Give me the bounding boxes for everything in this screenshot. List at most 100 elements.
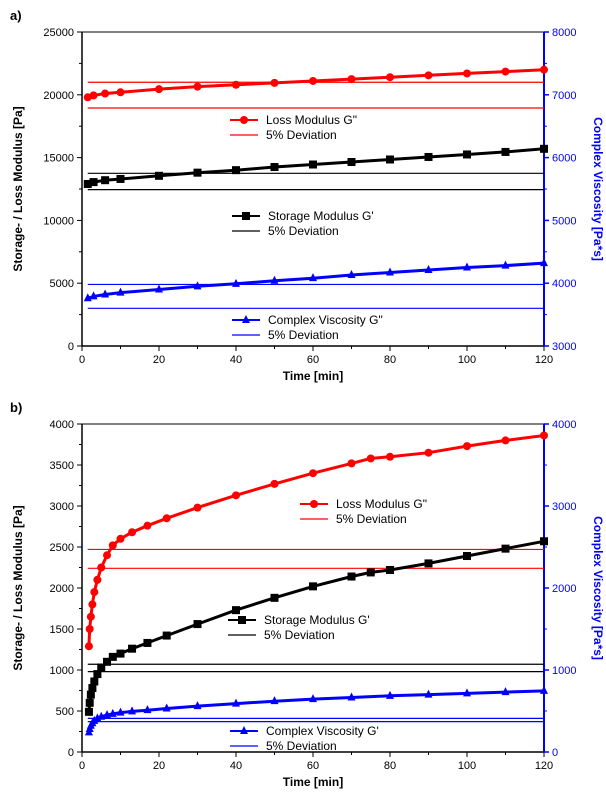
x-tick-label: 20 xyxy=(153,760,165,772)
legend-label: Storage Modulus G' xyxy=(268,209,374,223)
y2-tick-label: 4000 xyxy=(552,278,576,290)
data-point xyxy=(270,696,279,705)
data-point xyxy=(116,287,125,296)
data-point xyxy=(88,684,97,693)
x-tick-label: 100 xyxy=(458,354,476,366)
data-point xyxy=(347,459,356,468)
y2-tick-label: 1000 xyxy=(552,665,576,677)
data-point xyxy=(366,454,375,463)
data-point xyxy=(85,698,94,707)
legend-2: Complex Viscosity G'5% Deviation xyxy=(230,724,379,753)
legend-2: Complex Viscosity G"5% Deviation xyxy=(232,313,383,342)
legend-0: Loss Modulus G"5% Deviation xyxy=(230,113,357,142)
legend-1: Storage Modulus G'5% Deviation xyxy=(228,613,370,642)
y2-axis-label: Complex Viscosity [Pa*s] xyxy=(591,117,605,261)
y-tick-label: 20000 xyxy=(43,90,74,102)
legend-label: 5% Deviation xyxy=(266,739,337,753)
data-point xyxy=(116,88,125,97)
legend-label: Loss Modulus G" xyxy=(266,113,357,127)
y2-tick-label: 0 xyxy=(552,747,558,759)
y-tick-label: 2000 xyxy=(50,583,74,595)
x-axis-label: Time [min] xyxy=(283,369,343,383)
data-point xyxy=(143,705,152,714)
legend-marker xyxy=(310,500,318,508)
data-point xyxy=(540,258,548,267)
data-point xyxy=(101,289,110,298)
data-point xyxy=(116,174,125,183)
x-tick-label: 120 xyxy=(535,354,553,366)
data-point xyxy=(540,65,548,74)
y2-tick-label: 2000 xyxy=(552,583,576,595)
data-point xyxy=(86,612,95,621)
data-point xyxy=(90,588,99,597)
data-point xyxy=(101,89,110,98)
legend-marker xyxy=(242,212,250,220)
data-point xyxy=(386,565,394,574)
series-0 xyxy=(84,431,548,651)
data-point xyxy=(501,67,510,76)
legend-marker xyxy=(240,116,248,124)
data-point xyxy=(501,544,510,553)
y-tick-label: 3500 xyxy=(50,460,74,472)
data-point xyxy=(193,620,202,629)
data-point xyxy=(347,270,356,279)
data-point xyxy=(463,442,471,451)
data-point xyxy=(347,157,356,166)
series-3 xyxy=(87,172,544,191)
data-point xyxy=(424,689,433,698)
data-point xyxy=(108,708,117,717)
data-point xyxy=(89,178,98,187)
data-point xyxy=(270,163,279,172)
legend-label: 5% Deviation xyxy=(336,512,407,526)
series-2 xyxy=(83,144,548,188)
y-axis-label: Storage- / Loss Modulus [Pa] xyxy=(11,106,25,271)
x-tick-label: 60 xyxy=(307,354,319,366)
data-point xyxy=(108,541,117,550)
y-tick-label: 3000 xyxy=(50,501,74,513)
data-point xyxy=(347,572,356,581)
data-point xyxy=(270,479,279,488)
data-point xyxy=(193,168,202,177)
panel-label: b) xyxy=(10,400,22,415)
data-point xyxy=(540,144,548,153)
data-point xyxy=(85,625,94,633)
data-point xyxy=(386,690,394,699)
series-5 xyxy=(87,283,544,309)
data-point xyxy=(116,534,125,543)
x-tick-label: 100 xyxy=(458,760,476,772)
series-1 xyxy=(87,81,544,109)
data-point xyxy=(193,82,202,91)
legend-marker xyxy=(240,726,248,734)
y-axis-label: Storage- / Loss Modulus [Pa] xyxy=(11,505,25,670)
data-point xyxy=(97,663,106,672)
data-point xyxy=(86,690,95,699)
data-point xyxy=(463,150,471,159)
chart-panel-b: b) 0 20 40 60 80 100 120 Time [min] 0 500 1000 1500 2… xyxy=(10,400,605,789)
data-point xyxy=(143,638,152,647)
data-point xyxy=(193,503,202,512)
x-tick-label: 40 xyxy=(230,354,242,366)
data-point xyxy=(270,275,279,284)
data-point xyxy=(108,652,117,661)
y2-tick-label: 3000 xyxy=(552,341,576,353)
legend-label: Complex Viscosity G" xyxy=(268,313,383,327)
y-tick-label: 5000 xyxy=(50,278,74,290)
data-point xyxy=(97,563,106,572)
data-point xyxy=(103,710,112,719)
data-point xyxy=(232,166,240,175)
data-point xyxy=(424,71,433,80)
data-point xyxy=(89,291,98,300)
y-tick-label: 0 xyxy=(68,341,74,353)
data-point xyxy=(84,707,93,716)
data-point xyxy=(83,179,92,188)
data-point xyxy=(386,155,394,164)
y2-axis-label: Complex Viscosity [Pa*s] xyxy=(591,516,605,660)
data-point xyxy=(103,657,112,666)
x-tick-label: 80 xyxy=(384,354,396,366)
data-point xyxy=(193,701,202,710)
data-point xyxy=(463,688,471,697)
y-tick-label: 0 xyxy=(68,747,74,759)
data-point xyxy=(309,694,317,703)
y-tick-label: 500 xyxy=(56,706,74,718)
